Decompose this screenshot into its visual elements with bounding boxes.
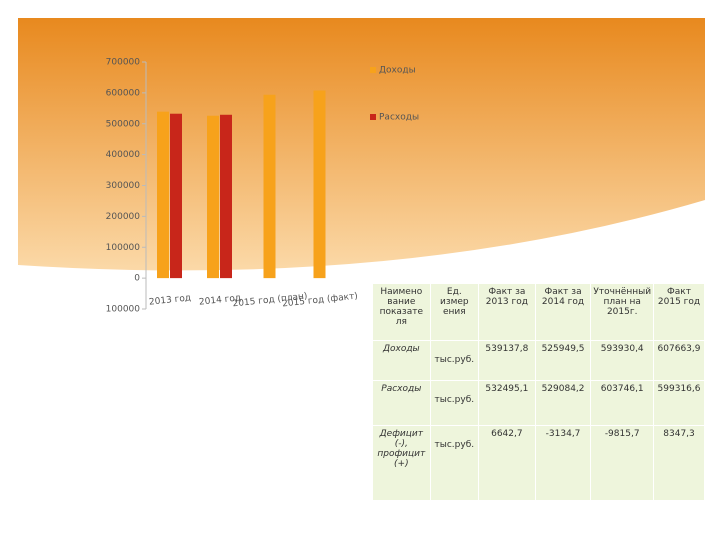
background-band xyxy=(18,18,705,271)
y-tick-label: 700000 xyxy=(106,58,141,68)
legend-swatch xyxy=(370,67,376,73)
table-cell: -9815,7 xyxy=(590,425,655,501)
table-cell: 525949,5 xyxy=(534,340,592,381)
table-row: Дефицит (-), профицит (+) тыс.руб. 6642,7-… xyxy=(372,425,705,501)
bar xyxy=(313,90,326,279)
table-cell: 539137,8 xyxy=(477,340,536,381)
y-tick-label: 300000 xyxy=(106,181,141,191)
table-cell: 599316,6 xyxy=(653,380,705,426)
bar xyxy=(157,111,169,279)
x-tick-label: 2013 год xyxy=(149,293,192,307)
x-tick-label: 2014 год xyxy=(199,293,242,307)
legend-label: Расходы xyxy=(379,113,419,123)
table-cell: 532495,1 xyxy=(477,380,536,426)
table-cell: тыс.руб. xyxy=(429,380,479,426)
table-cell: Наимено вание показате ля xyxy=(372,283,431,341)
table-cell: тыс.руб. xyxy=(429,340,479,381)
bar xyxy=(220,114,232,279)
table-cell: 529084,2 xyxy=(534,380,592,426)
y-tick-label: 500000 xyxy=(106,119,141,129)
y-tick-label: 0 xyxy=(134,274,140,284)
table-cell: Факт за 2014 год xyxy=(534,283,592,341)
table-row: Расходы тыс.руб. 532495,1 529084,2 603746,1 5… xyxy=(372,380,705,426)
table-cell: 8347,3 xyxy=(653,425,705,501)
y-tick-label: 100000 xyxy=(106,243,141,253)
table-cell: тыс.руб. xyxy=(429,425,479,501)
table-cell: 607663,9 xyxy=(653,340,705,381)
table-cell: 593930,4 xyxy=(590,340,655,381)
y-tick-label: 200000 xyxy=(106,212,141,222)
data-table: Наимено вание показате ля Ед. измер ения Ф… xyxy=(372,283,705,501)
table-cell: 603746,1 xyxy=(590,380,655,426)
table-cell: Факт 2015 год xyxy=(653,283,705,341)
table-cell: Ед. измер ения xyxy=(429,283,479,341)
legend-swatch xyxy=(370,114,376,120)
y-tick-label: 600000 xyxy=(106,88,141,98)
table-cell: 6642,7 xyxy=(477,425,536,501)
y-tick-label: 100000 xyxy=(106,305,141,315)
table-cell: Уточнённый план на 2015г. xyxy=(590,283,655,341)
bar xyxy=(170,113,182,279)
legend-label: Доходы xyxy=(379,66,416,76)
table-row: Доходы тыс.руб. 539137,8 525949,5 593930,4 60… xyxy=(372,340,705,381)
bar xyxy=(263,94,276,279)
table-cell: Дефицит (-), профицит (+) xyxy=(372,425,431,501)
y-tick-label: 400000 xyxy=(106,150,141,160)
table-cell: Факт за 2013 год xyxy=(477,283,536,341)
table-row: Наимено вание показате ля Ед. измер ения Ф… xyxy=(372,283,705,341)
bar xyxy=(207,115,219,279)
table-cell: -3134,7 xyxy=(534,425,592,501)
table-cell: Доходы xyxy=(372,340,431,381)
table-cell: Расходы xyxy=(372,380,431,426)
